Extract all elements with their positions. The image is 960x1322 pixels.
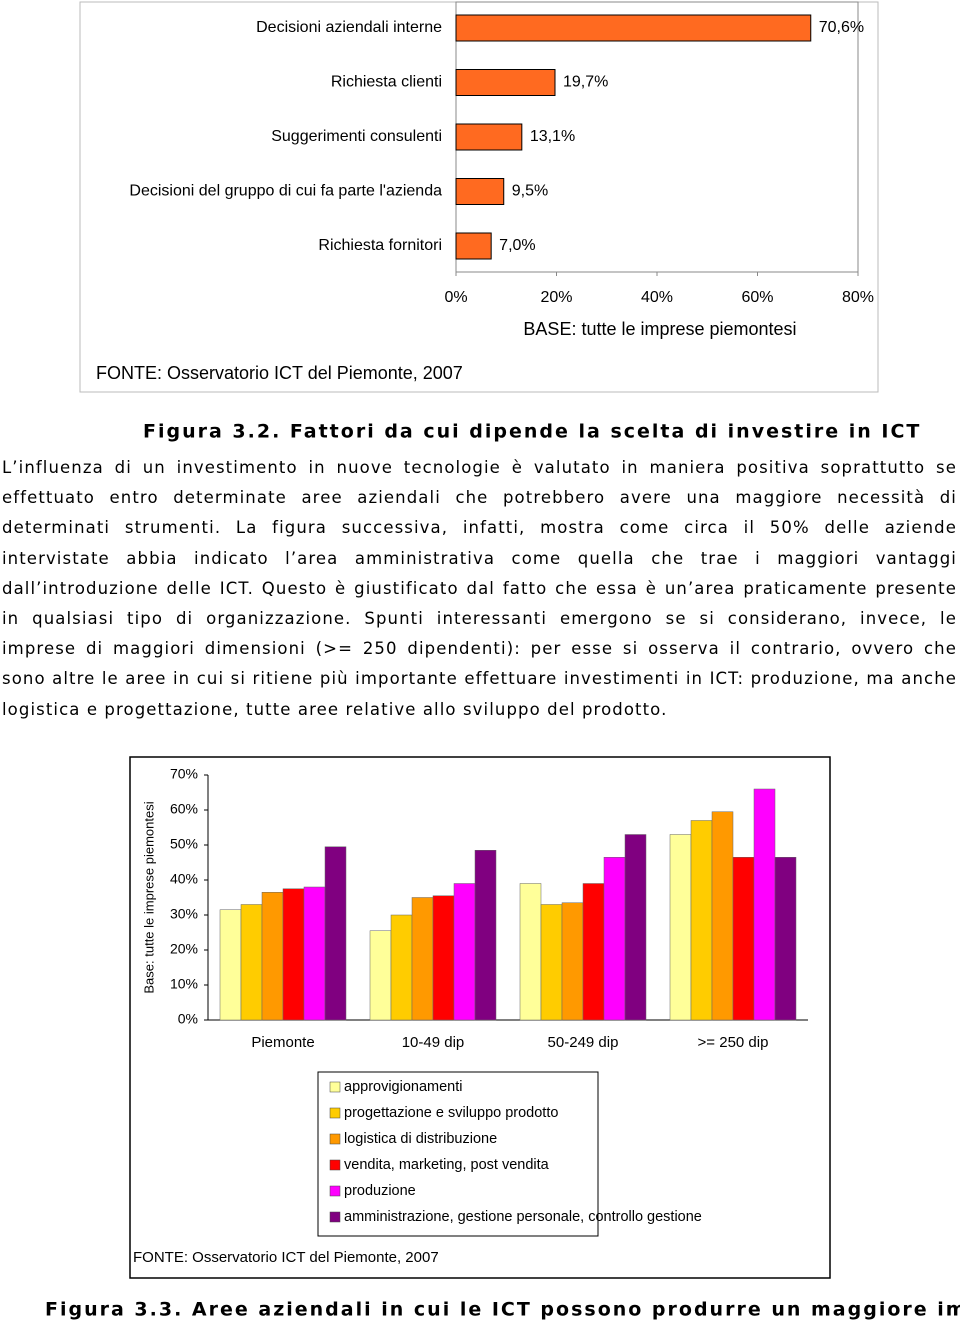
bar [455, 14, 812, 42]
y-tick-label: 70% [170, 766, 198, 782]
legend-swatch [329, 1185, 341, 1197]
legend-label: logistica di distribuzione [344, 1131, 497, 1147]
y-tick-label: 10% [170, 976, 198, 992]
bar [474, 850, 497, 1021]
caption: Figura 3.2. Fattori da cui dipende la sc… [143, 421, 921, 443]
bar [711, 811, 734, 1021]
caption: Figura 3.3. Aree aziendali in cui le ICT… [45, 1299, 960, 1321]
paragraph: L’influenza di un investimento in nuove … [2, 458, 957, 719]
y-tick-label: Suggerimenti consulenti [271, 128, 442, 145]
x-tick-label: 0% [444, 289, 467, 306]
bar [282, 888, 305, 1021]
legend-label: amministrazione, gestione personale, con… [344, 1209, 702, 1225]
x-tick-label: 60% [741, 289, 773, 306]
legend-label: progettazione e sviluppo prodotto [344, 1105, 558, 1121]
bar [432, 895, 455, 1021]
source: FONTE: Osservatorio ICT del Piemonte, 20… [133, 1249, 439, 1266]
y-tick-label: 0% [178, 1011, 198, 1027]
bar [390, 914, 413, 1021]
y-tick-label: 20% [170, 941, 198, 957]
legend-label: produzione [344, 1183, 416, 1199]
legend-label: vendita, marketing, post vendita [344, 1157, 550, 1173]
bar [455, 178, 505, 205]
legend-swatch [329, 1133, 341, 1145]
bar [455, 232, 492, 260]
bar [261, 892, 284, 1021]
bar [582, 883, 605, 1021]
note: BASE: tutte le imprese piemontesi [523, 319, 796, 339]
legend-label: approvigionamenti [344, 1079, 463, 1095]
bar [453, 883, 476, 1021]
bar [519, 883, 542, 1021]
y-tick-label: Richiesta clienti [331, 74, 442, 91]
x-tick-label: Piemonte [251, 1034, 314, 1051]
y-tick-label: Richiesta fornitori [318, 237, 442, 254]
bar [219, 909, 242, 1021]
bar [690, 820, 713, 1021]
value-label: 70,6% [819, 19, 864, 36]
bar [369, 930, 392, 1021]
bar [540, 904, 563, 1021]
bar [455, 69, 556, 96]
value-label: 9,5% [512, 183, 548, 200]
value-label: 19,7% [563, 74, 608, 91]
y-tick-label: 60% [170, 801, 198, 817]
bar [303, 886, 326, 1021]
x-tick-label: 40% [641, 289, 673, 306]
bar [753, 788, 776, 1021]
bar [455, 123, 523, 151]
legend-swatch [329, 1107, 341, 1119]
legend-swatch [329, 1081, 341, 1093]
bar [603, 857, 626, 1021]
x-tick-label: >= 250 dip [698, 1034, 769, 1051]
value-label: 13,1% [530, 128, 575, 145]
legend-swatch [329, 1211, 341, 1223]
bar [732, 857, 755, 1021]
y-tick-label: Decisioni aziendali interne [256, 19, 442, 36]
y-axis-label: Base: tutte le imprese piemontesi [141, 801, 156, 993]
x-tick-label: 50-249 dip [548, 1034, 619, 1051]
bar [774, 857, 797, 1021]
bar [240, 904, 263, 1021]
source: FONTE: Osservatorio ICT del Piemonte, 20… [96, 363, 463, 383]
y-tick-label: 40% [170, 871, 198, 887]
y-tick-label: 50% [170, 836, 198, 852]
y-tick-label: 30% [170, 906, 198, 922]
value-label: 7,0% [499, 237, 535, 254]
bar [669, 834, 692, 1021]
legend-swatch [329, 1159, 341, 1171]
x-tick-label: 20% [540, 289, 572, 306]
bar [324, 846, 347, 1021]
x-tick-label: 80% [842, 289, 874, 306]
bar [561, 902, 584, 1021]
legend-frame [317, 1071, 599, 1237]
bar [624, 834, 647, 1021]
y-tick-label: Decisioni del gruppo di cui fa parte l'a… [129, 183, 442, 200]
x-tick-label: 10-49 dip [402, 1034, 465, 1051]
bar [411, 897, 434, 1021]
